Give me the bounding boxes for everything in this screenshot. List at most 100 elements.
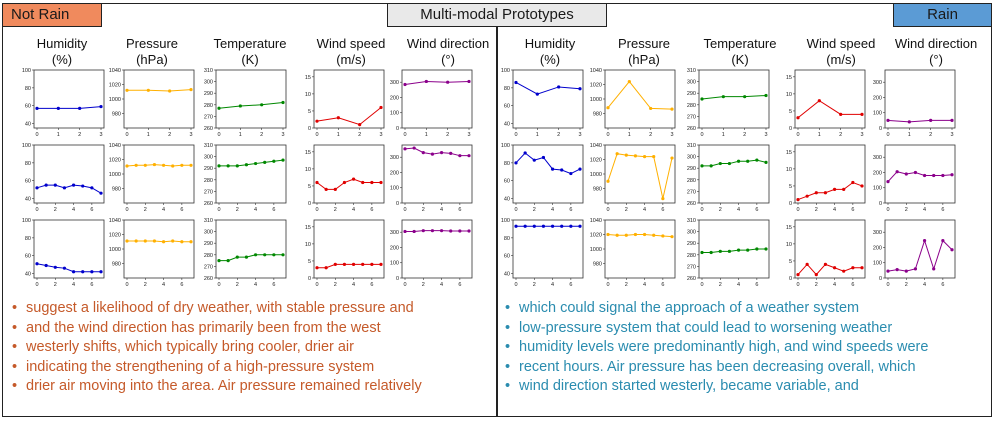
x-tick-label: 2 [719,207,722,213]
y-tick-label: 100 [22,143,31,149]
y-tick-label: 15 [305,225,311,231]
plot-frame [123,219,195,279]
y-tick-label: 60 [25,179,31,185]
x-tick-label: 0 [796,282,799,288]
y-tick-label: 5 [789,184,792,190]
y-tick-label: 980 [593,187,602,193]
data-point [523,224,527,228]
x-tick-label: 0 [886,132,889,138]
plot-not-rain-row3-temperature: 260 270 280 290 300 310 0 2 4 6 [194,218,290,292]
data-point [263,253,267,257]
not-rain-label: Not Rain [2,3,102,27]
x-tick-label: 2 [719,282,722,288]
data-point [727,161,732,166]
data-point [842,269,846,273]
x-tick-label: 1 [722,132,725,138]
plot-rain-row1-temperature: 260 270 280 290 300 310 0 1 2 3 [677,68,773,142]
y-tick-label: 270 [204,264,213,270]
data-point [333,187,337,191]
plot-not-rain-row1-wind-direction: 0 100 200 300 0 1 2 3 [380,68,476,142]
y-tick-label: 100 [390,261,399,267]
y-tick-label: 980 [593,262,602,268]
y-tick-label: 290 [687,241,696,247]
plot-frame [884,219,956,279]
data-point [642,232,647,237]
data-point [805,262,809,266]
data-point [189,87,193,92]
data-point [35,106,39,110]
y-tick-label: 15 [305,150,311,156]
data-point [403,82,407,87]
data-point [333,262,337,266]
data-point [532,224,536,228]
data-point [171,164,175,168]
y-tick-label: 60 [504,254,510,260]
x-tick-label: 1 [818,132,821,138]
series-line [37,106,102,109]
y-tick-label: 260 [687,276,696,282]
data-point [168,89,172,93]
x-tick-label: 2 [533,282,536,288]
data-point [272,253,276,257]
plot-rain-row1-pressure: 980 1000 1020 1040 0 1 2 3 [583,68,679,142]
x-tick-label: 2 [260,132,263,138]
data-point [253,161,258,166]
data-point [746,248,750,252]
plot-frame [313,219,385,279]
data-point [718,249,722,253]
x-tick-label: 4 [254,207,257,213]
data-point [467,79,471,84]
y-tick-label: 0 [789,276,792,282]
x-tick-label: 0 [125,282,128,288]
data-point [71,270,76,274]
data-point [403,229,407,234]
y-tick-label: 270 [687,264,696,270]
y-tick-label: 200 [390,170,399,176]
data-point [541,155,546,160]
x-tick-label: 4 [352,207,355,213]
rain-text-2: low-pressure system that could lead to w… [503,319,928,339]
header-wind-speed-rain: Wind speed (m/s) [806,36,876,67]
x-tick-label: 6 [180,282,183,288]
y-tick-label: 5 [789,109,792,115]
x-tick-label: 6 [851,282,854,288]
data-point [342,180,347,185]
plot-frame [604,69,676,129]
data-point [44,183,48,187]
data-point [823,191,828,195]
x-tick-label: 0 [606,207,609,213]
y-tick-label: 310 [687,143,696,149]
y-tick-label: 980 [112,112,121,118]
x-tick-label: 6 [569,207,572,213]
x-tick-label: 1 [239,132,242,138]
x-tick-label: 3 [281,132,284,138]
y-tick-label: 40 [504,197,510,203]
plot-frame [604,219,676,279]
data-point [53,265,57,269]
plot-rain-row2-wind-speed: 0 5 10 15 0 2 4 6 [773,143,869,217]
data-point [642,155,647,159]
data-point [907,120,911,124]
plot-rain-row2-humidity: 40 60 80 100 0 2 4 6 [491,143,587,217]
y-tick-label: 1040 [590,218,602,224]
x-tick-label: 6 [941,282,944,288]
data-point [560,168,564,172]
data-point [670,235,674,239]
y-tick-label: 1020 [109,233,121,239]
data-point [709,250,713,255]
x-tick-label: 0 [700,282,703,288]
data-point [125,239,129,243]
data-point [709,164,713,168]
data-point [315,119,319,123]
data-point [336,116,340,120]
plot-frame [794,144,866,204]
data-point [263,160,267,164]
data-point [652,233,656,237]
data-point [886,269,890,273]
series-line [218,101,284,109]
data-point [439,229,444,233]
x-tick-label: 2 [358,132,361,138]
x-tick-label: 3 [379,132,382,138]
data-point [379,180,383,185]
y-tick-label: 280 [687,103,696,109]
